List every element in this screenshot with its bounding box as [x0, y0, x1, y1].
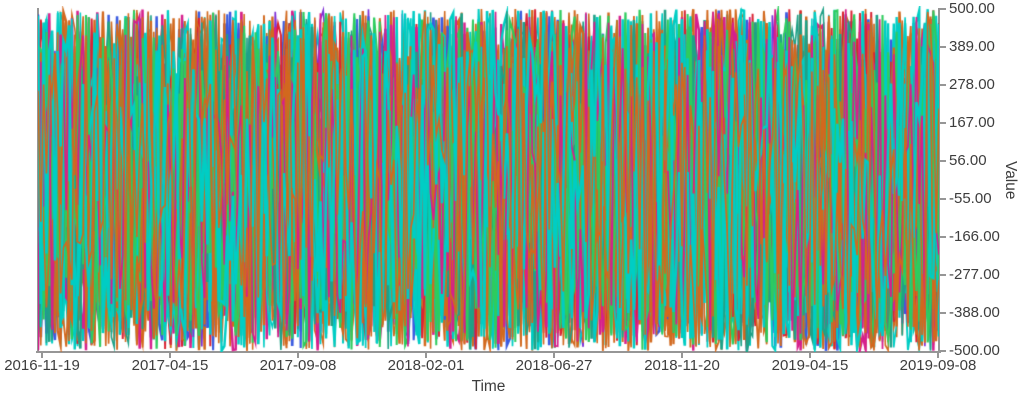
- y-axis-line-right: [938, 8, 940, 352]
- y-tick-label: -277.00: [949, 266, 1000, 283]
- y-tick-mark: [939, 350, 946, 352]
- x-tick-label: 2019-09-08: [899, 357, 977, 374]
- x-tick-mark: [425, 352, 427, 358]
- y-tick-mark: [939, 84, 946, 86]
- x-axis-title: Time: [471, 378, 506, 395]
- y-tick-label: 278.00: [949, 76, 995, 93]
- y-tick-label: -500.00: [949, 342, 1000, 359]
- x-tick-mark: [553, 352, 555, 358]
- y-tick-mark: [939, 274, 946, 276]
- y-axis-title: Value: [1002, 160, 1019, 200]
- y-tick-label: -388.00: [949, 304, 1000, 321]
- plot-area: [38, 6, 939, 352]
- x-tick-mark: [41, 352, 43, 358]
- x-tick-label: 2016-11-19: [4, 357, 80, 374]
- x-tick-label: 2018-06-27: [515, 357, 593, 374]
- y-tick-label: -55.00: [949, 190, 992, 207]
- x-tick-mark: [681, 352, 683, 358]
- x-tick-label: 2018-02-01: [387, 357, 465, 374]
- y-tick-mark: [939, 198, 946, 200]
- x-tick-mark: [169, 352, 171, 358]
- y-tick-mark: [939, 46, 946, 48]
- x-tick-label: 2017-09-08: [259, 357, 337, 374]
- x-tick-label: 2018-11-20: [644, 357, 720, 374]
- y-tick-label: 167.00: [949, 114, 995, 131]
- y-tick-mark: [939, 236, 946, 238]
- x-axis-line: [36, 351, 941, 353]
- y-tick-label: -166.00: [949, 228, 1000, 245]
- y-tick-mark: [939, 160, 946, 162]
- x-tick-mark: [937, 352, 939, 358]
- x-tick-label: 2017-04-15: [131, 357, 209, 374]
- x-tick-mark: [297, 352, 299, 358]
- y-tick-label: 500.00: [949, 0, 995, 17]
- y-tick-label: 56.00: [949, 152, 987, 169]
- y-tick-mark: [939, 8, 946, 10]
- y-tick-mark: [939, 122, 946, 124]
- x-tick-mark: [809, 352, 811, 358]
- y-tick-mark: [939, 312, 946, 314]
- y-tick-label: 389.00: [949, 38, 995, 55]
- x-tick-label: 2019-04-15: [771, 357, 849, 374]
